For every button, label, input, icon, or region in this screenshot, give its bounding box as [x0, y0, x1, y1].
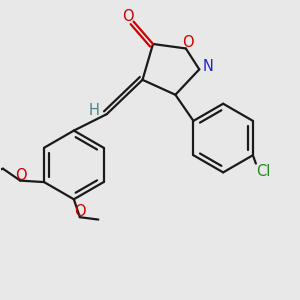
Text: Cl: Cl	[256, 164, 271, 178]
Text: N: N	[202, 59, 213, 74]
Text: H: H	[89, 103, 100, 118]
Text: O: O	[75, 204, 86, 219]
Text: O: O	[15, 168, 27, 183]
Text: O: O	[122, 9, 134, 24]
Text: O: O	[182, 35, 194, 50]
